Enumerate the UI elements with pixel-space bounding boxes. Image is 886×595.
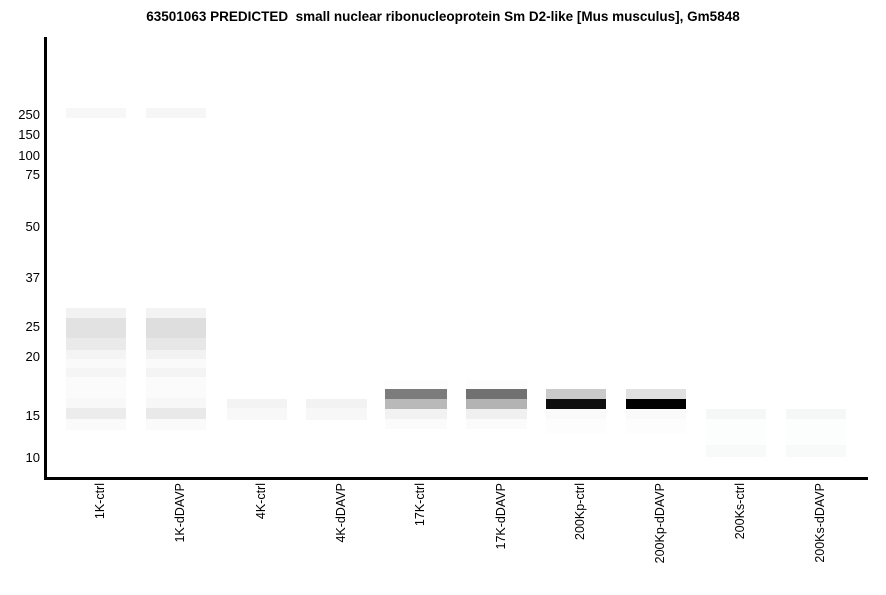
gel-band [66,419,126,430]
x-axis-line [44,477,868,480]
gel-band [66,408,126,419]
gel-band [546,419,606,433]
gel-band [66,377,126,398]
gel-band [66,318,126,338]
y-axis-tick-label: 10 [25,450,40,465]
gel-band [466,389,527,399]
gel-band [786,409,846,419]
y-axis-tick-label: 150 [18,127,40,142]
gel-band [146,108,206,118]
gel-band [227,399,287,408]
gel-band [66,398,126,408]
gel-band [146,419,206,430]
x-axis-lane-label: 200Ks-ctrl [733,483,747,540]
x-axis-lane-label: 200Ks-dDAVP [813,483,827,563]
gel-band [546,389,606,399]
gel-band [146,368,206,377]
y-axis-line [44,37,47,480]
gel-band [385,399,447,409]
gel-band [626,419,686,433]
y-axis-tick-label: 37 [25,270,40,285]
gel-band [626,409,686,419]
gel-band [146,359,206,368]
gel-band [306,408,367,420]
gel-band [66,108,126,118]
gel-band [706,409,766,419]
gel-band [66,308,126,318]
gel-band [546,409,606,419]
x-axis-lane-label: 200Kp-dDAVP [653,483,667,564]
gel-band [385,380,447,389]
gel-band [146,408,206,419]
gel-band [385,409,447,419]
y-axis-tick-label: 15 [25,408,40,423]
gel-band [146,377,206,398]
y-axis-tick-label: 50 [25,219,40,234]
gel-band [786,445,846,457]
y-axis-tick-label: 250 [18,107,40,122]
y-axis-tick-label: 20 [25,349,40,364]
gel-band [626,399,686,409]
gel-band [306,399,367,408]
gel-band [706,445,766,457]
x-axis-lane-label: 200Kp-ctrl [573,483,587,540]
x-axis-lane-label: 1K-ctrl [93,483,107,520]
gel-band [146,308,206,318]
x-axis-lane-label: 17K-ctrl [413,483,427,527]
gel-band [146,338,206,350]
gel-band [466,409,527,419]
gel-band [66,338,126,350]
gel-band [466,380,527,389]
gel-band [786,419,846,445]
chart-title: 63501063 PREDICTED small nuclear ribonuc… [146,9,740,24]
gel-band [227,408,287,420]
x-axis-lane-label: 17K-dDAVP [493,483,508,550]
gel-band [146,318,206,338]
gel-band [466,399,527,409]
gel-band [66,350,126,359]
x-axis-lane-label: 4K-ctrl [254,483,268,520]
y-axis-tick-label: 100 [18,148,40,163]
gel-band [385,419,447,429]
gel-band [385,389,447,399]
gel-band [466,419,527,429]
gel-band [66,368,126,377]
x-axis-lane-label: 1K-dDAVP [173,483,187,543]
y-axis-tick-label: 25 [25,319,40,334]
x-axis-lane-label: 4K-dDAVP [333,483,348,543]
gel-band [626,389,686,399]
y-axis-tick-label: 75 [25,167,40,182]
gel-band [146,350,206,359]
gel-band [66,359,126,368]
gel-band [146,398,206,408]
gel-band [546,399,606,409]
gel-band [706,419,766,445]
